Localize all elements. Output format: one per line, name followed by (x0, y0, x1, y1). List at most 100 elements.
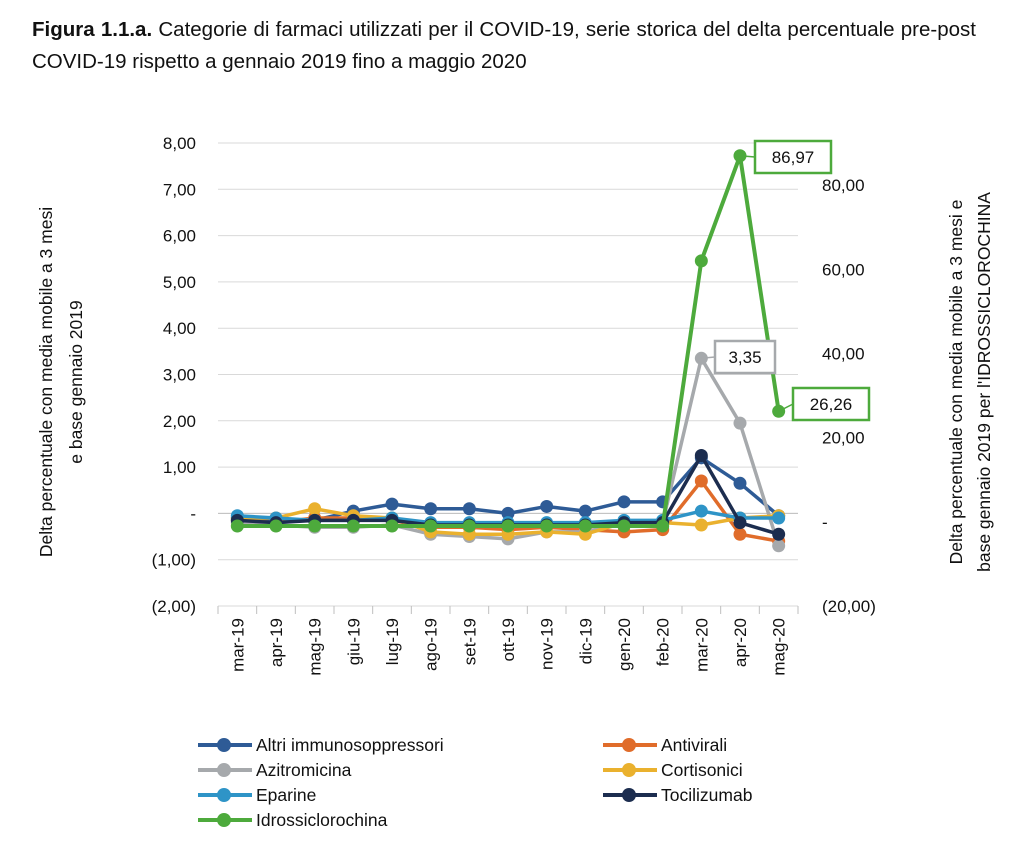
legend-marker (603, 760, 657, 780)
data-point (501, 519, 515, 533)
y2-axis-label: Delta percentuale con media mobile a 3 m… (946, 200, 966, 565)
legend-label: Tocilizumab (661, 784, 753, 805)
x-tick-label: ago-19 (422, 618, 441, 671)
y-tick-label: 6,00 (163, 227, 196, 246)
data-point (772, 511, 786, 525)
y-tick-label: 5,00 (163, 273, 196, 292)
callout-box (791, 386, 871, 422)
data-callout: 26,26 (778, 386, 871, 422)
y-tick-label: 7,00 (163, 180, 196, 199)
callout-leader (701, 356, 716, 360)
callout-leader (739, 155, 756, 158)
legend-label: Eparine (256, 784, 317, 805)
legend-item: Antivirali (603, 732, 727, 758)
legend-marker (198, 785, 252, 805)
data-point (694, 504, 708, 518)
data-point (656, 519, 670, 533)
data-point (733, 516, 747, 530)
data-point (462, 502, 476, 516)
legend-item: Cortisonici (603, 757, 743, 783)
figure-title: Categorie di farmaci utilizzati per il C… (32, 18, 976, 73)
y-tick-label: 3,00 (163, 366, 196, 385)
callout-label: 86,97 (772, 148, 815, 167)
x-tick-label: gen-20 (615, 618, 634, 671)
legend-item: Idrossiclorochina (198, 807, 387, 833)
data-point (733, 416, 747, 430)
legend-label: Azitromicina (256, 759, 352, 780)
y2-tick-label: 80,00 (822, 176, 865, 195)
callout-label: 26,26 (810, 395, 853, 414)
legend-item: Altri immunosoppressori (198, 732, 444, 758)
y-tick-label: 1,00 (163, 458, 196, 477)
data-point (694, 449, 708, 463)
x-tick-label: feb-20 (654, 618, 673, 666)
y-tick-label: 4,00 (163, 319, 196, 338)
x-tick-label: apr-19 (267, 618, 286, 667)
data-point (772, 539, 786, 553)
data-point (540, 499, 554, 513)
y-tick-label: 2,00 (163, 412, 196, 431)
data-point (308, 519, 322, 533)
x-tick-label: giu-19 (344, 618, 363, 665)
x-tick-label: mar-20 (692, 618, 711, 672)
legend-label: Altri immunosoppressori (256, 734, 444, 755)
legend-label: Antivirali (661, 734, 728, 755)
data-point (578, 519, 592, 533)
legend-item: Azitromicina (198, 757, 351, 783)
x-tick-label: nov-19 (538, 618, 557, 670)
series-layer (230, 149, 786, 553)
callout-leader (778, 403, 794, 412)
x-tick-label: ott-19 (499, 618, 518, 661)
y2-axis-label-line2: base gennaio 2019 per l'IDROSSICLOROCHIN… (974, 192, 994, 572)
legend-marker (198, 760, 252, 780)
data-point (424, 519, 438, 533)
legend-item: Tocilizumab (603, 782, 752, 808)
data-point (578, 504, 592, 518)
legend-marker (198, 810, 252, 830)
y-axis-label: Delta percentuale con media mobile a 3 m… (36, 207, 56, 557)
figure-caption: Figura 1.1.a. Categorie di farmaci utili… (32, 14, 976, 78)
data-point (540, 519, 554, 533)
x-tick-label: mag-19 (306, 618, 325, 676)
x-tick-label: dic-19 (576, 618, 595, 664)
data-callout: 86,97 (739, 139, 833, 175)
legend-marker (603, 735, 657, 755)
y2-tick-label: 20,00 (822, 429, 865, 448)
data-point (462, 519, 476, 533)
data-point (733, 476, 747, 490)
data-callout: 3,35 (701, 339, 777, 375)
y2-tick-label: - (822, 513, 828, 532)
data-point (694, 254, 708, 268)
x-tick-label: mar-19 (228, 618, 247, 672)
y2-tick-label: 60,00 (822, 260, 865, 279)
y-tick-label: (1,00) (152, 551, 196, 570)
data-point (501, 506, 515, 520)
x-tick-label: lug-19 (383, 618, 402, 665)
data-point (424, 502, 438, 516)
callout-box (713, 339, 777, 375)
y2-tick-label: 40,00 (822, 344, 865, 363)
data-point (308, 502, 322, 516)
legend-item: Eparine (198, 782, 316, 808)
data-point (694, 518, 708, 532)
x-tick-label: apr-20 (731, 618, 750, 667)
y-axis-label-line2: e base gennaio 2019 (66, 300, 86, 463)
y-tick-label: 8,00 (163, 134, 196, 153)
legend-marker (198, 735, 252, 755)
data-point (385, 497, 399, 511)
data-point (269, 519, 283, 533)
data-point (617, 519, 631, 533)
x-tick-label: set-19 (460, 618, 479, 665)
figure-number: Figura 1.1.a. (32, 18, 153, 41)
annotation-layer: 86,97 26,26 3,35 (701, 139, 871, 422)
y-tick-label: (2,00) (152, 597, 196, 616)
callout-label: 3,35 (728, 348, 761, 367)
callout-box (753, 139, 833, 175)
data-point (694, 474, 708, 488)
right-axis-ticks: 80,00 60,00 40,00 20,00 - (20,00) (822, 176, 876, 616)
x-axis-ticks: mar-19 apr-19 mag-19 giu-19 lug-19 ago-19 set-… (217, 512, 799, 676)
data-point (346, 519, 360, 533)
legend-label: Idrossiclorochina (256, 809, 388, 830)
data-point (733, 527, 747, 541)
data-point (617, 495, 631, 509)
